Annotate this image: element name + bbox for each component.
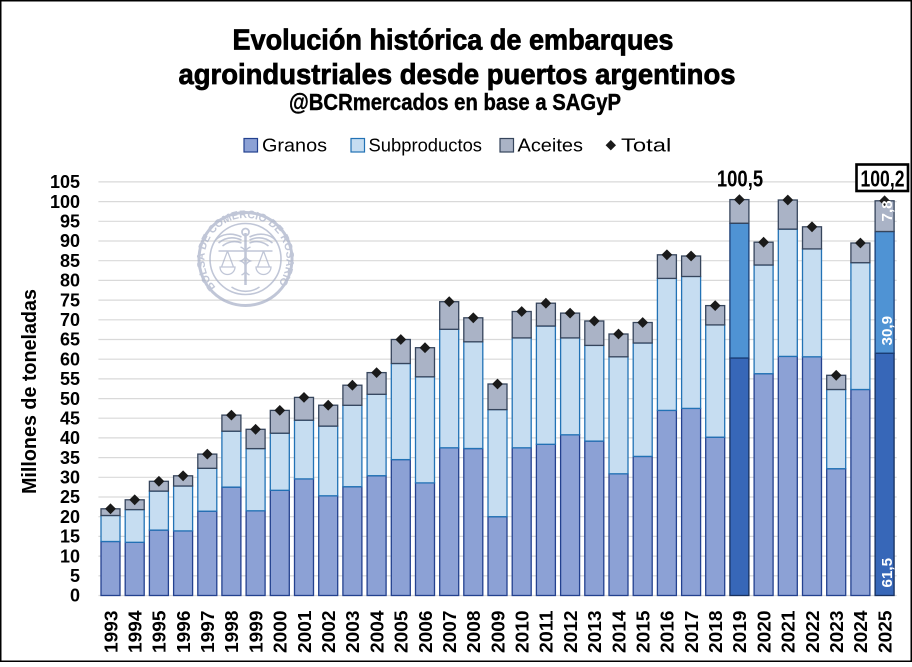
- svg-text:7,8: 7,8: [879, 200, 896, 221]
- svg-text:2002: 2002: [319, 611, 339, 654]
- svg-text:2011: 2011: [537, 611, 557, 654]
- svg-text:2022: 2022: [803, 611, 823, 654]
- svg-text:30: 30: [60, 468, 80, 488]
- svg-text:5: 5: [70, 566, 80, 586]
- svg-text:Subproductos: Subproductos: [369, 136, 483, 156]
- svg-text:2010: 2010: [513, 611, 533, 654]
- svg-text:2024: 2024: [851, 611, 871, 654]
- svg-text:2003: 2003: [343, 611, 363, 654]
- svg-text:100,2: 100,2: [861, 166, 905, 192]
- svg-text:2001: 2001: [295, 611, 315, 654]
- svg-text:1998: 1998: [222, 611, 242, 654]
- svg-text:50: 50: [60, 389, 80, 409]
- svg-text:0: 0: [70, 586, 80, 606]
- svg-text:Granos: Granos: [262, 136, 327, 156]
- svg-text:2005: 2005: [392, 611, 412, 654]
- svg-text:2007: 2007: [440, 611, 460, 654]
- svg-text:20: 20: [60, 507, 80, 527]
- svg-text:80: 80: [60, 271, 80, 291]
- svg-text:2004: 2004: [367, 611, 387, 654]
- svg-text:2023: 2023: [827, 611, 847, 654]
- svg-text:agroindustriales desde puertos: agroindustriales desde puertos argentino…: [179, 59, 736, 91]
- svg-text:105: 105: [50, 172, 80, 192]
- svg-text:2000: 2000: [271, 611, 291, 654]
- svg-text:Aceites: Aceites: [518, 136, 584, 156]
- svg-text:2006: 2006: [416, 611, 436, 654]
- svg-text:2009: 2009: [488, 611, 508, 654]
- svg-text:10: 10: [60, 546, 80, 566]
- svg-text:1997: 1997: [198, 611, 218, 654]
- svg-text:90: 90: [60, 231, 80, 251]
- svg-text:2016: 2016: [658, 611, 678, 654]
- svg-text:95: 95: [60, 212, 80, 232]
- svg-text:2018: 2018: [706, 611, 726, 654]
- svg-text:75: 75: [60, 290, 80, 310]
- svg-text:1999: 1999: [246, 611, 266, 654]
- svg-text:85: 85: [60, 251, 80, 271]
- svg-text:2013: 2013: [585, 611, 605, 654]
- svg-text:Total: Total: [621, 136, 671, 156]
- svg-text:Millones de toneladas: Millones de toneladas: [19, 289, 41, 494]
- svg-text:@BCRmercados en base a SAGyP: @BCRmercados en base a SAGyP: [289, 89, 621, 115]
- svg-text:2014: 2014: [609, 611, 629, 654]
- svg-text:25: 25: [60, 487, 80, 507]
- svg-text:30,9: 30,9: [879, 316, 896, 346]
- svg-text:2012: 2012: [561, 611, 581, 654]
- svg-text:100: 100: [50, 192, 80, 212]
- svg-text:65: 65: [60, 330, 80, 350]
- svg-text:2025: 2025: [875, 611, 895, 654]
- svg-text:2019: 2019: [730, 611, 750, 654]
- svg-text:45: 45: [60, 408, 80, 428]
- svg-text:15: 15: [60, 527, 80, 547]
- svg-text:70: 70: [60, 310, 80, 330]
- svg-text:2015: 2015: [634, 611, 654, 654]
- svg-text:100,5: 100,5: [717, 166, 763, 192]
- svg-text:2008: 2008: [464, 611, 484, 654]
- svg-text:61,5: 61,5: [879, 557, 896, 587]
- svg-text:1995: 1995: [150, 611, 170, 654]
- svg-text:60: 60: [60, 349, 80, 369]
- svg-text:2020: 2020: [754, 611, 774, 654]
- svg-text:1993: 1993: [101, 611, 121, 654]
- svg-text:1996: 1996: [174, 611, 194, 654]
- svg-text:55: 55: [60, 369, 80, 389]
- svg-text:2021: 2021: [779, 611, 799, 654]
- svg-text:40: 40: [60, 428, 80, 448]
- svg-text:2017: 2017: [682, 611, 702, 654]
- svg-text:Evolución histórica de embarqu: Evolución histórica de embarques: [233, 25, 674, 57]
- svg-text:1994: 1994: [126, 611, 146, 654]
- svg-text:35: 35: [60, 448, 80, 468]
